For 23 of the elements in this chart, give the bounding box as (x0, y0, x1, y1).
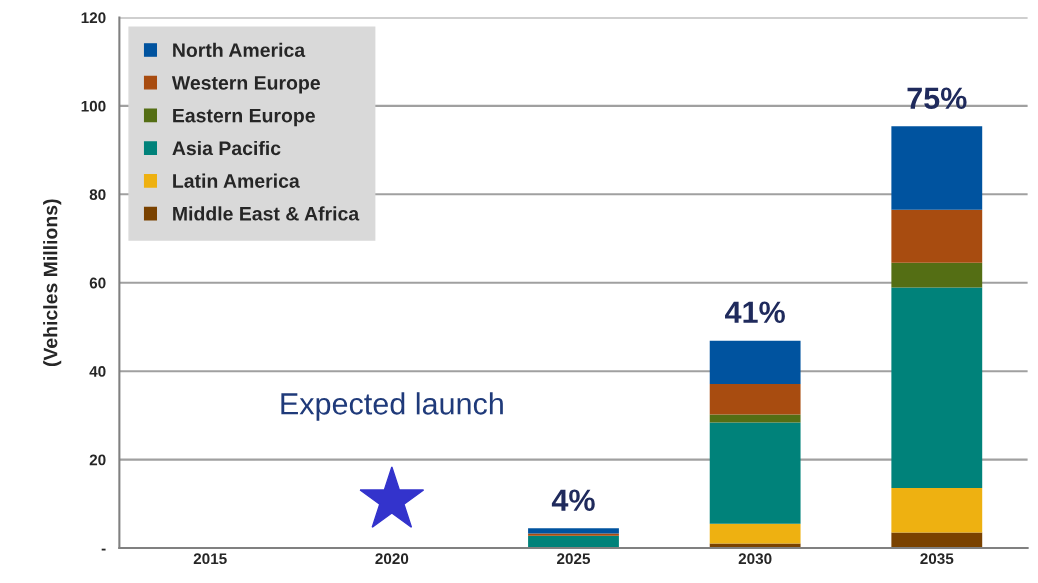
x-tick-label: 2030 (738, 553, 772, 565)
annotation: Expected launch (281, 392, 503, 421)
legend-label: Eastern Europe (173, 108, 315, 127)
y-tick-label: 20 (89, 454, 106, 466)
y-tick-label: - (101, 548, 106, 551)
y-tick-label: 80 (89, 189, 106, 201)
x-tick-label: 2020 (375, 553, 409, 565)
legend-label: North America (173, 42, 306, 58)
legend-label: Latin America (173, 173, 300, 188)
y-tick-label: 100 (81, 100, 106, 112)
annotation: 41% (725, 301, 785, 324)
y-tick-label: 120 (81, 12, 106, 24)
x-tick-label: 2025 (557, 553, 591, 565)
x-tick-label: 2015 (193, 553, 227, 565)
y-tick-label: 60 (89, 277, 106, 289)
y-tick-label: 40 (89, 366, 106, 377)
x-tick-label: 2035 (920, 553, 954, 565)
legend-label: Asia Pacific (172, 140, 281, 156)
annotation: 75% (907, 87, 967, 110)
annotation: 4% (551, 489, 595, 511)
legend-label: Middle East & Africa (173, 206, 360, 221)
legend-label: Western Europe (171, 76, 320, 94)
y-axis-title: (Vehicles Millions) (43, 199, 62, 367)
